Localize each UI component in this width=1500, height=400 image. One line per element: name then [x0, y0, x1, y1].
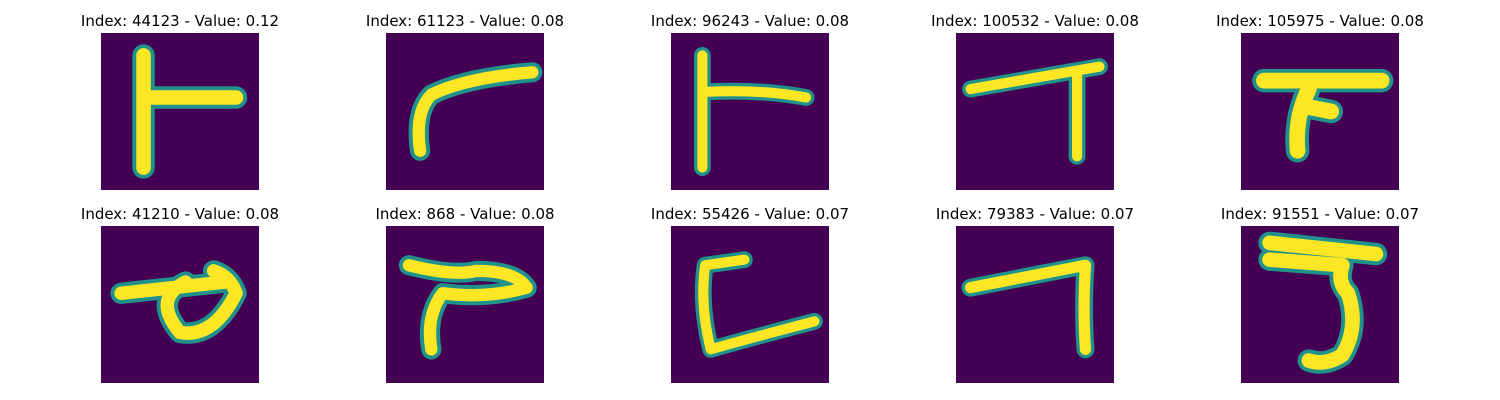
panel-title: Index: 100532 - Value: 0.08: [931, 12, 1139, 30]
panel-title: Index: 868 - Value: 0.08: [375, 205, 555, 223]
panel-title: Index: 44123 - Value: 0.12: [80, 12, 280, 30]
glyph-seven: [962, 58, 1108, 165]
panel-title: Index: 41210 - Value: 0.08: [80, 205, 280, 223]
glyph-five-hook: [1258, 231, 1388, 374]
glyph-bar-hook: [1252, 68, 1394, 163]
panel-title: Index: 79383 - Value: 0.07: [935, 205, 1135, 223]
glyph-t-shape: [132, 44, 248, 179]
glyph-l-shape: [694, 251, 823, 358]
digit-panel-3: Index: 96243 - Value: 0.08: [600, 11, 900, 201]
digit-panel-6: Index: 41210 - Value: 0.08: [30, 204, 330, 394]
digit-panel-5: Index: 105975 - Value: 0.08: [1170, 11, 1470, 201]
panel-title: Index: 91551 - Value: 0.07: [1220, 205, 1420, 223]
digit-panel-1: Index: 44123 - Value: 0.12: [30, 11, 330, 201]
digit-image: [101, 33, 259, 190]
panel-title: Index: 105975 - Value: 0.08: [1216, 12, 1424, 30]
digit-image: [1241, 226, 1399, 383]
glyph-seven-2: [961, 256, 1095, 359]
digit-image: [956, 226, 1114, 383]
panel-title: Index: 55426 - Value: 0.07: [650, 205, 850, 223]
glyph-t-shape-thin: [693, 47, 815, 176]
digit-image: [956, 33, 1114, 190]
panel-title: Index: 96243 - Value: 0.08: [650, 12, 850, 30]
glyph-loop: [110, 260, 247, 344]
digit-panel-8: Index: 55426 - Value: 0.07: [600, 204, 900, 394]
digit-panel-2: Index: 61123 - Value: 0.08: [315, 11, 615, 201]
panel-title: Index: 61123 - Value: 0.08: [365, 12, 565, 30]
glyph-curved-hook: [408, 62, 543, 161]
digit-image: [101, 226, 259, 383]
digit-image: [671, 226, 829, 383]
glyph-curved-hook-2: [398, 255, 537, 360]
digit-image: [386, 33, 544, 190]
digit-panel-10: Index: 91551 - Value: 0.07: [1170, 204, 1470, 394]
digit-panel-4: Index: 100532 - Value: 0.08: [885, 11, 1185, 201]
digit-image: [386, 226, 544, 383]
digit-image: [1241, 33, 1399, 190]
digit-panel-9: Index: 79383 - Value: 0.07: [885, 204, 1185, 394]
digit-image: [671, 33, 829, 190]
digit-panel-7: Index: 868 - Value: 0.08: [315, 204, 615, 394]
